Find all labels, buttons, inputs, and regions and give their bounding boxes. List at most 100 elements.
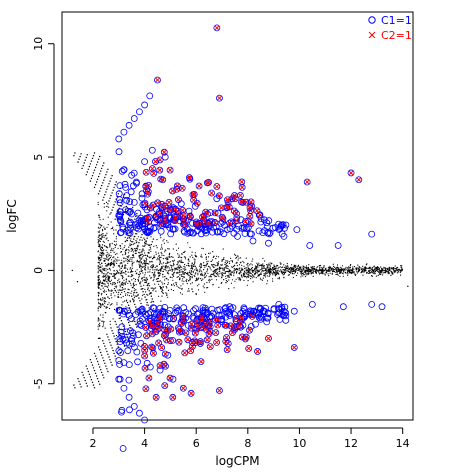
c2-cross-b	[348, 170, 354, 176]
gene-point	[101, 265, 103, 267]
gene-point	[142, 248, 144, 250]
c1-point	[157, 227, 165, 235]
c1-point	[147, 204, 154, 212]
gene-point	[138, 242, 140, 244]
gene-point	[220, 267, 222, 269]
gene-point	[109, 304, 111, 306]
gene-point	[222, 267, 224, 270]
gene-point	[278, 270, 280, 272]
gene-point	[191, 267, 193, 269]
gene-point	[116, 273, 118, 275]
c2-point	[203, 326, 209, 332]
gene-point	[268, 263, 270, 265]
c1-point	[191, 329, 199, 337]
gene-point	[254, 265, 256, 267]
gene-point	[112, 275, 114, 277]
gene-point	[182, 251, 184, 254]
gene-point	[251, 274, 254, 276]
gene-point	[244, 275, 247, 277]
c2-cross-b	[233, 217, 239, 224]
gene-point	[172, 279, 174, 281]
gene-point	[98, 324, 100, 326]
gene-point	[179, 265, 181, 267]
gene-point	[286, 266, 288, 268]
gene-point	[249, 272, 251, 274]
gene-point	[151, 272, 153, 274]
gene-point	[261, 264, 263, 266]
c1-point	[181, 221, 188, 228]
gene-point	[140, 258, 142, 260]
gene-point	[155, 253, 157, 255]
gene-point	[140, 270, 142, 272]
gene-point	[294, 271, 296, 274]
gene-point	[96, 378, 99, 380]
gene-point	[211, 273, 213, 275]
gene-point	[118, 308, 120, 310]
gene-point	[84, 159, 86, 161]
gene-point	[131, 247, 133, 249]
c2-cross-b	[142, 353, 148, 359]
gene-point	[294, 268, 296, 270]
c1-point	[141, 158, 148, 166]
c1-point	[128, 171, 136, 179]
gene-point	[106, 333, 108, 335]
gene-point	[228, 276, 231, 278]
gene-point	[242, 274, 244, 276]
gene-point	[341, 268, 343, 270]
c1-point	[152, 393, 160, 401]
c1-point	[118, 167, 126, 175]
gene-point	[103, 289, 105, 291]
gene-point	[115, 181, 117, 183]
gene-point	[121, 272, 123, 274]
c1-point	[203, 336, 211, 344]
gene-point	[98, 259, 100, 261]
gene-point	[106, 368, 108, 370]
c1-point	[175, 338, 183, 346]
gene-point	[269, 262, 271, 264]
gene-point	[98, 236, 100, 238]
gene-point	[363, 268, 365, 270]
gene-point	[289, 270, 291, 272]
c2-point	[167, 375, 173, 381]
gene-point	[287, 274, 289, 276]
gene-point	[103, 257, 105, 259]
gene-point	[317, 266, 319, 268]
gene-point	[371, 275, 373, 277]
c1-point	[186, 229, 194, 237]
gene-point	[140, 265, 142, 267]
c1-point	[242, 225, 250, 233]
c1-point	[123, 196, 131, 204]
gene-point	[187, 264, 190, 267]
gene-point	[275, 271, 277, 274]
c2-cross-b	[214, 25, 220, 31]
gene-point	[131, 295, 133, 297]
gene-point	[144, 241, 146, 243]
gene-point	[166, 262, 168, 264]
gene-point	[221, 259, 223, 261]
gene-point	[209, 275, 212, 277]
c2-point	[224, 204, 230, 210]
gene-point	[154, 271, 156, 273]
c1-point	[238, 183, 246, 191]
gene-point	[326, 270, 328, 273]
gene-point	[148, 263, 150, 265]
gene-point	[218, 273, 220, 275]
gene-point	[286, 265, 288, 267]
gene-point	[161, 248, 163, 250]
c2-cross-b	[206, 220, 212, 227]
gene-point	[244, 271, 246, 273]
gene-point	[98, 281, 100, 284]
gene-point	[366, 272, 368, 274]
c1-point	[275, 300, 283, 308]
gene-point	[208, 279, 210, 281]
gene-point	[179, 274, 181, 276]
gene-point	[134, 242, 136, 244]
gene-point	[139, 257, 141, 259]
gene-point	[138, 252, 140, 254]
c1-point	[214, 227, 222, 235]
c2-cross-b	[243, 334, 249, 340]
gene-point	[110, 303, 113, 305]
c2-point	[154, 320, 161, 326]
c2-point	[232, 196, 238, 202]
gene-point	[106, 237, 108, 239]
